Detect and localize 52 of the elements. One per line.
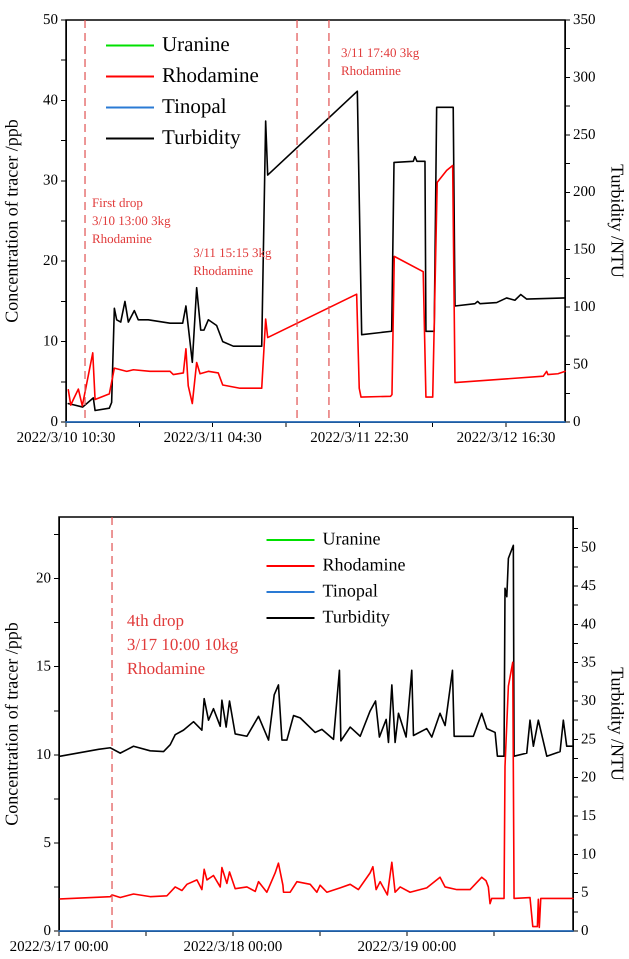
y2-tick-label: 25 (581, 731, 596, 748)
legend-label: Rhodamine (322, 554, 406, 575)
y-tick-label: 10 (36, 746, 51, 763)
legend-label: Uranine (322, 528, 380, 549)
y2-tick-label: 100 (573, 299, 596, 316)
y2-tick-label: 20 (581, 770, 596, 786)
y-tick-label: 0 (44, 922, 51, 939)
y2-tick-label: 350 (573, 12, 596, 28)
y-tick-label: 50 (43, 12, 58, 28)
x-tick-label: 2022/3/18 00:00 (184, 938, 282, 955)
x-tick-label: 2022/3/19 00:00 (357, 938, 456, 955)
legend-label: Rhodamine (162, 63, 259, 88)
legend-label: Turbidity (322, 606, 390, 627)
y2-tick-label: 40 (581, 616, 596, 632)
y-tick-label: 0 (50, 414, 58, 430)
y2-tick-label: 0 (581, 922, 588, 939)
y2-tick-label: 250 (573, 126, 596, 143)
legend-label: Tinopal (162, 94, 227, 118)
y-tick-label: 15 (36, 658, 51, 675)
y2-tick-label: 15 (581, 808, 596, 824)
y-axis-title: Concentration of tracer /ppb (2, 119, 22, 323)
x-tick-label: 2022/3/10 10:30 (16, 430, 116, 446)
legend-label: Turbidity (162, 125, 242, 150)
y2-tick-label: 150 (573, 242, 596, 258)
annotation: 3/11 17:40 3kg Rhodamine (340, 44, 420, 78)
y2-tick-label: 300 (573, 69, 596, 86)
legend-label: Uranine (162, 32, 230, 56)
y-tick-label: 20 (43, 253, 58, 270)
legend-label: Tinopal (322, 580, 378, 601)
y2-axis-title: Turbidity /NTU (607, 667, 628, 781)
y-axis-title: Concentration of tracer /ppb (2, 622, 22, 826)
y-tick-label: 20 (36, 570, 51, 587)
x-tick-label: 2022/3/12 16:30 (456, 430, 556, 446)
y-tick-label: 40 (43, 92, 58, 108)
y2-tick-label: 200 (573, 184, 596, 200)
y2-tick-label: 5 (581, 884, 588, 901)
y-tick-label: 30 (43, 172, 58, 189)
y2-tick-label: 10 (581, 846, 596, 862)
x-tick-label: 2022/3/17 00:00 (10, 938, 108, 955)
x-tick-label: 2022/3/11 04:30 (164, 430, 262, 446)
y2-tick-label: 30 (581, 692, 596, 709)
y-tick-label: 5 (44, 834, 51, 851)
y2-tick-label: 0 (573, 414, 580, 430)
y2-tick-label: 35 (581, 654, 596, 671)
annotation: First drop 3/10 13:00 3kg Rhodamine (92, 194, 172, 246)
x-tick-label: 2022/3/11 22:30 (310, 430, 408, 446)
annotation: 4th drop 3/17 10:00 10kg Rhodamine (126, 611, 239, 678)
y2-tick-label: 50 (573, 356, 588, 373)
y2-tick-label: 50 (581, 540, 596, 556)
y-tick-label: 10 (43, 334, 58, 350)
y2-tick-label: 45 (581, 578, 596, 594)
y2-axis-title: Turbidity /NTU (607, 164, 628, 278)
